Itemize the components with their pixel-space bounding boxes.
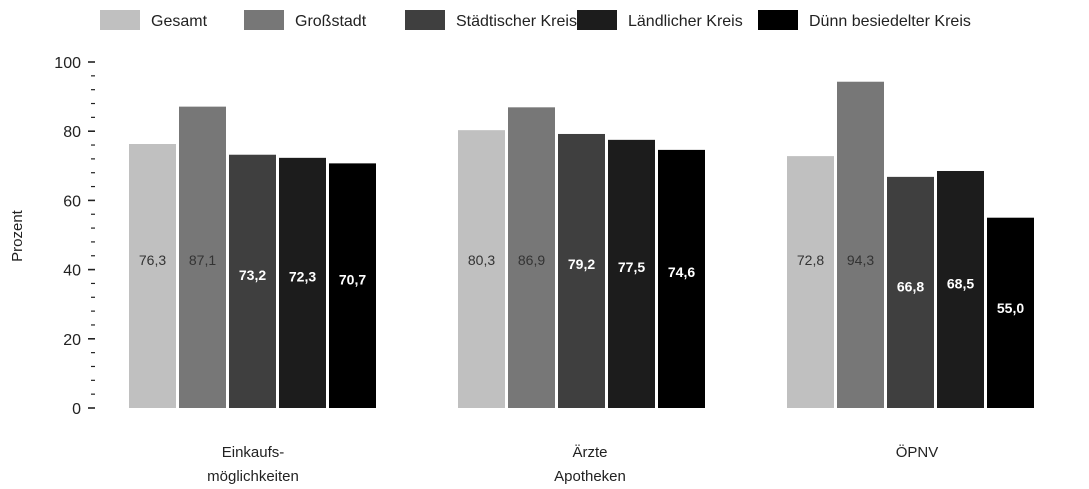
legend-swatch-grossstadt: [244, 10, 284, 30]
data-label-gesamt-2: 80,3: [468, 252, 495, 268]
category-label-2: Ärzte: [572, 444, 607, 461]
data-label-grossstadt-2: 86,9: [518, 252, 545, 268]
bar-gesamt-1: [129, 144, 176, 408]
y-tick-label: 100: [54, 55, 81, 72]
bars: 76,3 87,1 73,2 72,3 70,7 80,3 86,9 79,2 77,5 74,6…: [129, 81, 1034, 409]
category-label-1: Einkaufs-: [222, 444, 285, 461]
category-label-1: möglichkeiten: [207, 468, 299, 485]
data-label-landlicher-kreis-1: 72,3: [289, 268, 316, 284]
bar-dunn-besiedelter-kreis-3: [987, 217, 1034, 408]
legend-label-grossstadt: Großstadt: [295, 13, 367, 30]
legend-swatch-stadtischer-kreis: [405, 10, 445, 30]
legend-label-dunn-besiedelter-kreis: Dünn besiedelter Kreis: [809, 13, 971, 30]
data-label-stadtischer-kreis-1: 73,2: [239, 267, 266, 283]
bar-grossstadt-3: [837, 81, 884, 409]
bar-gesamt-3: [787, 156, 834, 408]
data-label-grossstadt-3: 94,3: [847, 252, 874, 268]
bar-stadtischer-kreis-2: [558, 133, 605, 408]
legend-label-gesamt: Gesamt: [151, 13, 208, 30]
legend: Gesamt Großstadt Städtischer Kreis Ländlich…: [100, 10, 971, 30]
bar-gesamt-2: [458, 130, 505, 409]
y-axis: Prozent 0 20 40 60 80 100: [9, 55, 95, 418]
bar-stadtischer-kreis-1: [229, 154, 276, 408]
data-label-stadtischer-kreis-2: 79,2: [568, 256, 595, 272]
bar-landlicher-kreis-2: [608, 139, 655, 408]
data-label-gesamt-3: 72,8: [797, 252, 824, 268]
y-tick-label: 20: [63, 332, 81, 349]
bar-grossstadt-2: [508, 107, 555, 409]
data-label-dunn-besiedelter-kreis-2: 74,6: [668, 264, 695, 280]
legend-label-stadtischer-kreis: Städtischer Kreis: [456, 13, 577, 30]
bar-landlicher-kreis-1: [279, 157, 326, 408]
legend-swatch-dunn-besiedelter-kreis: [758, 10, 798, 30]
data-label-stadtischer-kreis-3: 66,8: [897, 279, 924, 295]
legend-label-landlicher-kreis: Ländlicher Kreis: [628, 13, 743, 30]
data-label-dunn-besiedelter-kreis-1: 70,7: [339, 271, 366, 287]
y-tick-label: 80: [63, 124, 81, 141]
bar-dunn-besiedelter-kreis-2: [658, 149, 705, 408]
bar-grossstadt-1: [179, 106, 226, 408]
legend-swatch-landlicher-kreis: [577, 10, 617, 30]
legend-swatch-gesamt: [100, 10, 140, 30]
data-label-dunn-besiedelter-kreis-3: 55,0: [997, 300, 1024, 316]
data-label-landlicher-kreis-2: 77,5: [618, 259, 645, 275]
data-label-landlicher-kreis-3: 68,5: [947, 275, 974, 291]
bar-landlicher-kreis-3: [937, 170, 984, 408]
category-label-3: ÖPNV: [896, 443, 939, 461]
y-axis-title: Prozent: [9, 209, 26, 262]
category-label-2: Apotheken: [554, 468, 626, 485]
y-tick-label: 60: [63, 193, 81, 210]
y-tick-label: 0: [72, 401, 81, 418]
data-label-grossstadt-1: 87,1: [189, 252, 216, 268]
category-labels: Einkaufs-möglichkeiten Ärzte Apotheken ÖPNV: [207, 443, 938, 485]
y-tick-label: 40: [63, 263, 81, 280]
data-label-gesamt-1: 76,3: [139, 252, 166, 268]
bar-stadtischer-kreis-3: [887, 176, 934, 408]
bar-dunn-besiedelter-kreis-1: [329, 163, 376, 408]
